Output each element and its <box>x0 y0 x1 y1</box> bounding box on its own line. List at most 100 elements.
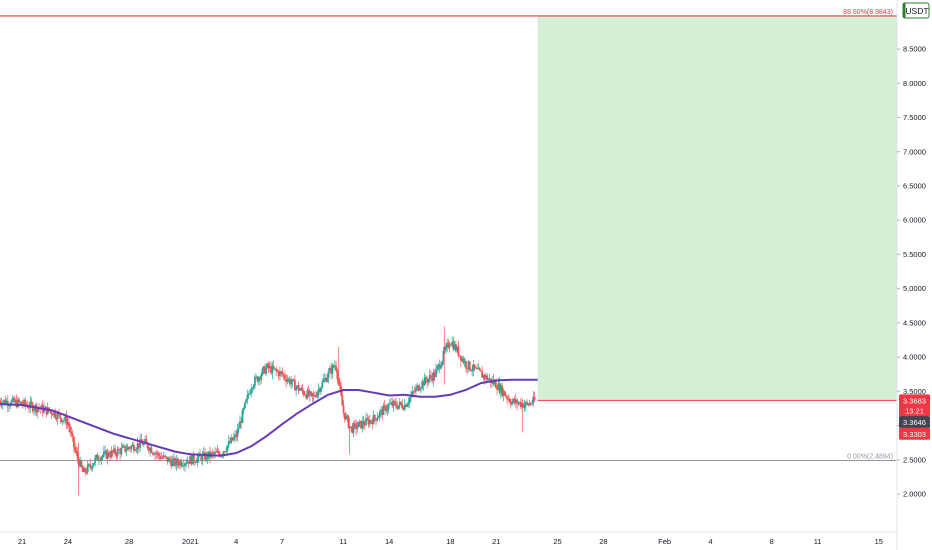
candle-body[interactable] <box>422 381 425 386</box>
candle-body[interactable] <box>311 393 314 397</box>
candle-body[interactable] <box>53 411 55 416</box>
candle-body[interactable] <box>471 370 474 372</box>
candle-body[interactable] <box>276 370 279 372</box>
candle-body[interactable] <box>110 450 113 458</box>
candle-body[interactable] <box>169 458 171 462</box>
candle-body[interactable] <box>30 401 33 404</box>
candle-body[interactable] <box>482 375 485 378</box>
candle-body[interactable] <box>182 465 185 467</box>
candle-body[interactable] <box>436 366 439 370</box>
candle-body[interactable] <box>151 452 154 454</box>
candle-body[interactable] <box>447 343 450 348</box>
candle-body[interactable] <box>99 459 102 461</box>
candle-body[interactable] <box>287 378 290 380</box>
candle-body[interactable] <box>24 399 27 405</box>
candle-body[interactable] <box>270 366 273 374</box>
candle-body[interactable] <box>103 451 105 456</box>
candle-body[interactable] <box>160 457 163 459</box>
candle-body[interactable] <box>49 410 52 412</box>
candle-body[interactable] <box>472 364 475 371</box>
candle-body[interactable] <box>326 377 329 382</box>
candle-body[interactable] <box>265 367 268 374</box>
candle-body[interactable] <box>116 449 119 456</box>
candle-body[interactable] <box>187 461 190 464</box>
candle-body[interactable] <box>246 394 249 400</box>
candle-body[interactable] <box>179 461 181 466</box>
candle-body[interactable] <box>317 388 320 393</box>
candle-body[interactable] <box>295 387 298 391</box>
candle-body[interactable] <box>185 463 188 465</box>
candle-body[interactable] <box>336 370 339 380</box>
candle-body[interactable] <box>328 368 331 372</box>
candle-body[interactable] <box>366 418 369 420</box>
candle-body[interactable] <box>342 405 345 413</box>
candle-body[interactable] <box>461 358 464 361</box>
candle-body[interactable] <box>373 415 376 419</box>
candle-body[interactable] <box>232 437 235 441</box>
candle-body[interactable] <box>400 401 402 405</box>
candle-body[interactable] <box>338 382 341 386</box>
candle-body[interactable] <box>277 371 280 377</box>
candle-body[interactable] <box>484 375 487 379</box>
candle-body[interactable] <box>266 363 269 368</box>
candle-body[interactable] <box>347 416 350 428</box>
candle-body[interactable] <box>499 385 502 393</box>
candle-body[interactable] <box>131 444 134 447</box>
candle-body[interactable] <box>262 366 265 369</box>
candle-body[interactable] <box>524 402 527 406</box>
candle-body[interactable] <box>44 406 47 409</box>
candle-body[interactable] <box>125 449 128 452</box>
candle-body[interactable] <box>40 405 43 409</box>
candle-body[interactable] <box>271 365 274 374</box>
candle-body[interactable] <box>410 395 412 398</box>
candle-body[interactable] <box>378 411 381 417</box>
candle-body[interactable] <box>230 437 233 443</box>
candle-body[interactable] <box>236 429 239 438</box>
candle-body[interactable] <box>226 445 229 451</box>
candle-body[interactable] <box>504 395 507 397</box>
candle-body[interactable] <box>501 385 503 396</box>
candle-body[interactable] <box>428 375 431 379</box>
candle-body[interactable] <box>363 424 366 426</box>
candle-body[interactable] <box>356 426 359 430</box>
candle-body[interactable] <box>83 468 85 472</box>
candle-body[interactable] <box>244 402 246 408</box>
candle-body[interactable] <box>66 422 69 425</box>
candle-body[interactable] <box>14 400 17 403</box>
candle-body[interactable] <box>249 393 251 395</box>
candle-body[interactable] <box>254 376 256 386</box>
candle-body[interactable] <box>313 395 316 397</box>
candle-body[interactable] <box>217 450 220 454</box>
candle-body[interactable] <box>474 367 477 369</box>
candle-body[interactable] <box>468 361 471 370</box>
candle-body[interactable] <box>196 457 199 463</box>
candle-body[interactable] <box>446 343 449 346</box>
candle-body[interactable] <box>200 456 203 461</box>
target-zone[interactable] <box>537 15 905 401</box>
candle-body[interactable] <box>360 420 362 429</box>
candle-body[interactable] <box>46 407 49 415</box>
candle-body[interactable] <box>205 453 208 460</box>
candle-body[interactable] <box>352 423 355 433</box>
candle-body[interactable] <box>323 377 326 380</box>
candle-body[interactable] <box>288 378 291 385</box>
candle-body[interactable] <box>330 368 332 374</box>
candle-body[interactable] <box>177 463 180 466</box>
candle-body[interactable] <box>129 447 132 450</box>
candle-body[interactable] <box>109 456 112 458</box>
candle-body[interactable] <box>28 407 30 409</box>
candle-body[interactable] <box>70 432 73 434</box>
candle-body[interactable] <box>164 455 166 457</box>
candle-body[interactable] <box>184 463 186 467</box>
candle-body[interactable] <box>462 358 465 363</box>
candle-body[interactable] <box>234 434 236 438</box>
candle-body[interactable] <box>211 452 214 454</box>
candle-body[interactable] <box>371 421 374 425</box>
candle-body[interactable] <box>463 360 466 363</box>
candle-body[interactable] <box>104 450 107 452</box>
candle-body[interactable] <box>365 418 367 426</box>
candle-body[interactable] <box>36 408 39 413</box>
candle-body[interactable] <box>86 464 89 473</box>
candle-body[interactable] <box>56 413 59 420</box>
